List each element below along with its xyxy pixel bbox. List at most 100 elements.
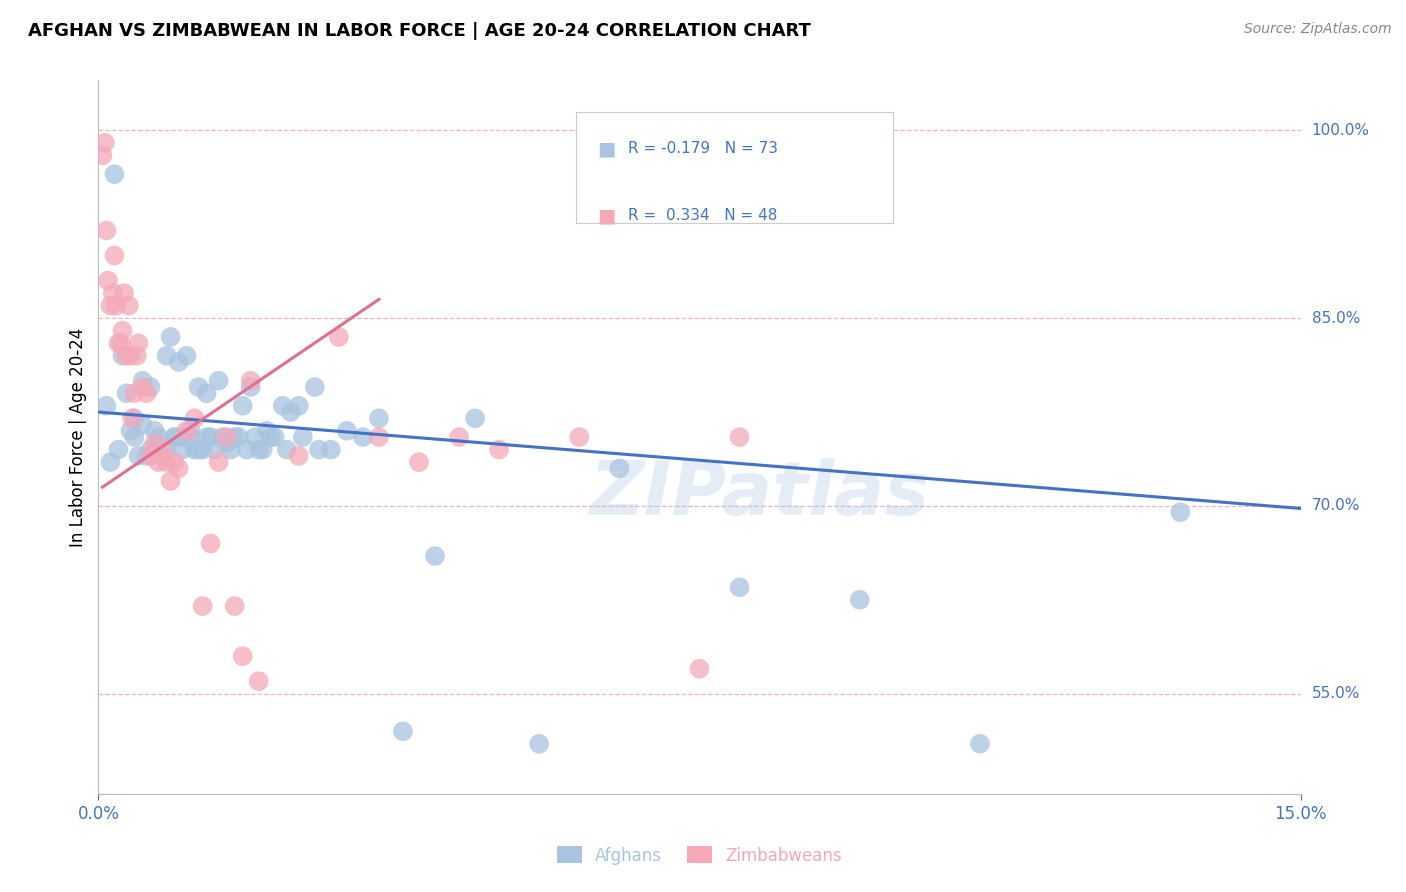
Point: [464, 411, 486, 425]
Point: [256, 424, 278, 438]
Point: [447, 430, 470, 444]
Point: [103, 248, 125, 262]
Text: Source: ZipAtlas.com: Source: ZipAtlas.com: [1244, 22, 1392, 37]
Point: [392, 724, 415, 739]
Point: [110, 336, 132, 351]
Point: [287, 399, 309, 413]
Point: [247, 674, 270, 689]
Text: ■: ■: [598, 206, 616, 225]
Point: [183, 442, 205, 457]
Text: ■: ■: [598, 139, 616, 158]
Point: [111, 349, 134, 363]
Point: [100, 455, 122, 469]
Point: [167, 461, 190, 475]
Point: [159, 474, 181, 488]
Point: [243, 430, 266, 444]
Point: [319, 442, 342, 457]
Point: [180, 430, 202, 444]
Point: [163, 430, 186, 444]
Point: [124, 386, 146, 401]
Point: [105, 299, 128, 313]
Point: [219, 442, 242, 457]
Point: [187, 442, 209, 457]
Point: [232, 399, 254, 413]
Point: [408, 455, 430, 469]
Point: [308, 442, 330, 457]
Point: [131, 417, 153, 432]
Point: [159, 330, 181, 344]
Point: [200, 536, 222, 550]
Point: [232, 649, 254, 664]
Point: [124, 411, 146, 425]
Point: [172, 430, 194, 444]
Point: [352, 430, 374, 444]
Point: [94, 136, 117, 150]
Point: [191, 599, 214, 613]
Point: [143, 424, 166, 438]
Point: [368, 411, 391, 425]
Point: [163, 430, 186, 444]
Point: [107, 442, 129, 457]
Point: [148, 455, 170, 469]
Point: [155, 349, 177, 363]
Point: [128, 449, 150, 463]
Point: [423, 549, 446, 563]
Point: [195, 430, 218, 444]
Point: [368, 430, 391, 444]
Point: [228, 430, 250, 444]
Y-axis label: In Labor Force | Age 20-24: In Labor Force | Age 20-24: [69, 327, 87, 547]
Text: AFGHAN VS ZIMBABWEAN IN LABOR FORCE | AGE 20-24 CORRELATION CHART: AFGHAN VS ZIMBABWEAN IN LABOR FORCE | AG…: [28, 22, 811, 40]
Point: [609, 461, 631, 475]
Point: [118, 299, 141, 313]
Point: [97, 274, 120, 288]
Point: [204, 442, 226, 457]
Point: [152, 442, 174, 457]
Point: [125, 349, 148, 363]
Point: [148, 430, 170, 444]
Point: [568, 430, 591, 444]
Point: [191, 442, 214, 457]
Text: 85.0%: 85.0%: [1312, 310, 1360, 326]
Point: [728, 580, 751, 594]
Point: [208, 455, 231, 469]
Point: [167, 355, 190, 369]
Point: [215, 430, 238, 444]
Point: [103, 167, 125, 181]
Text: ZIPatlas: ZIPatlas: [589, 458, 929, 531]
Point: [148, 436, 170, 450]
Point: [115, 386, 138, 401]
Point: [135, 386, 157, 401]
Point: [120, 349, 142, 363]
Point: [91, 148, 114, 162]
Point: [200, 430, 222, 444]
Point: [224, 430, 246, 444]
Point: [280, 405, 302, 419]
Point: [139, 449, 162, 463]
Text: 55.0%: 55.0%: [1312, 686, 1360, 701]
Point: [124, 430, 146, 444]
Point: [728, 430, 751, 444]
Point: [187, 380, 209, 394]
Point: [239, 374, 262, 388]
Point: [239, 380, 262, 394]
Point: [215, 436, 238, 450]
Point: [101, 286, 124, 301]
Text: 100.0%: 100.0%: [1312, 123, 1369, 138]
Point: [328, 330, 350, 344]
Point: [276, 442, 298, 457]
Point: [271, 399, 294, 413]
Point: [260, 430, 283, 444]
Point: [128, 336, 150, 351]
Point: [131, 380, 153, 394]
Point: [112, 286, 135, 301]
Point: [155, 455, 177, 469]
Point: [163, 455, 186, 469]
Point: [120, 424, 142, 438]
Point: [849, 592, 872, 607]
Point: [287, 449, 309, 463]
Point: [1170, 505, 1192, 519]
Point: [111, 324, 134, 338]
Point: [252, 442, 274, 457]
Point: [180, 424, 202, 438]
Point: [211, 430, 233, 444]
